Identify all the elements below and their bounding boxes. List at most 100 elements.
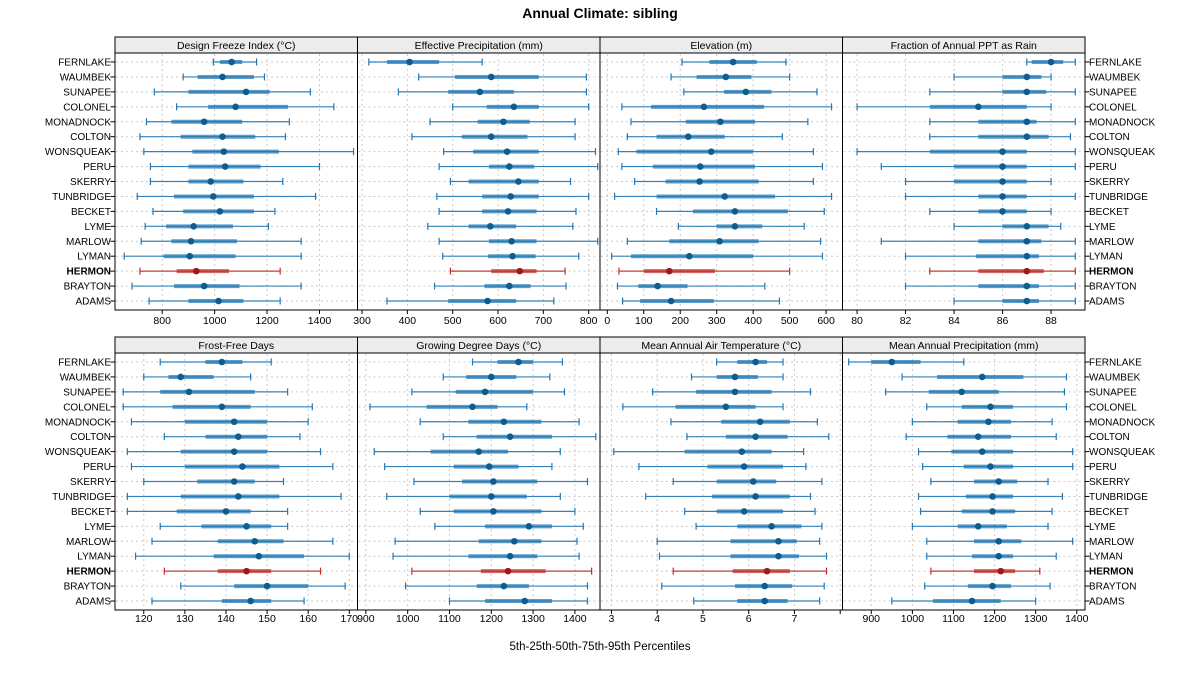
interval-row [926, 537, 1074, 545]
interval-row [645, 492, 812, 500]
interval-row [392, 552, 580, 560]
median-dot [775, 552, 782, 560]
interval-row [670, 418, 818, 426]
median-dot [995, 478, 1002, 485]
median-dot [239, 463, 246, 470]
x-tick-label: 86 [997, 315, 1009, 327]
median-dot [510, 537, 518, 545]
x-tick-label: 6 [746, 613, 752, 625]
x-tick-label: 300 [708, 315, 726, 327]
median-dot [475, 448, 483, 455]
site-label-right: SUNAPEE [1089, 387, 1137, 398]
chart-title: Annual Climate: sibling [522, 5, 678, 21]
median-dot [500, 118, 507, 126]
interval-row [386, 492, 561, 500]
site-label-right: WAUMBEK [1089, 372, 1141, 383]
x-tick-label: 140 [217, 613, 235, 625]
interval-row [145, 118, 290, 126]
interval-row [139, 267, 281, 275]
site-label-left: MONADNOCK [45, 417, 111, 428]
interval-row [930, 478, 1049, 485]
median-dot [200, 282, 208, 290]
x-tick-label: 1200 [983, 613, 1007, 625]
interval-row [953, 222, 1062, 230]
median-dot [481, 388, 489, 396]
panel: 900 1000 1100 1200 1300 1400 Mean Annual Preci… [842, 336, 1089, 625]
median-dot [510, 103, 518, 111]
interval-row [419, 418, 580, 426]
site-label-left: SKERRY [70, 177, 111, 188]
interval-row [448, 597, 589, 605]
median-dot [507, 193, 515, 200]
median-dot [700, 103, 708, 111]
site-label-right: FERNLAKE [1089, 58, 1142, 69]
median-dot [1023, 88, 1031, 96]
x-tick-label: 4 [654, 613, 660, 625]
interval-row [924, 582, 1051, 590]
median-dot [974, 523, 982, 530]
interval-row [929, 88, 1076, 96]
site-label-right: MARLOW [1089, 537, 1135, 548]
median-dot [731, 208, 739, 215]
panel: 0 100 200 300 400 500 600 Elevation (m) [599, 36, 843, 327]
interval-row [131, 282, 302, 290]
interval-row [652, 388, 812, 396]
interval-row [144, 222, 269, 230]
interval-row [904, 192, 1076, 200]
median-dot [487, 133, 495, 140]
interval-row [139, 133, 287, 141]
x-tick-label: 800 [580, 315, 598, 327]
median-dot [731, 373, 739, 381]
median-dot [232, 103, 239, 111]
interval-row [397, 88, 588, 96]
strip-title: Frost-Free Days [198, 340, 274, 352]
median-dot [729, 58, 737, 66]
interval-row [922, 463, 1074, 471]
interval-row [904, 252, 1076, 260]
interval-row [695, 522, 823, 530]
median-dot [989, 508, 996, 515]
interval-row [418, 73, 588, 81]
median-dot [487, 493, 495, 500]
median-dot [749, 478, 757, 485]
x-tick-label: 84 [948, 315, 960, 327]
interval-row [880, 163, 1076, 171]
site-label-right: MONADNOCK [1089, 417, 1155, 428]
median-dot [469, 403, 476, 411]
median-dot [1023, 73, 1031, 81]
interval-row [373, 448, 561, 456]
interval-row [443, 148, 597, 156]
site-label-right: WONSQUEAK [1089, 147, 1155, 158]
interval-row [929, 267, 1076, 275]
interval-row [911, 522, 1049, 530]
site-label-left: COLTON [70, 432, 111, 443]
interval-row [368, 58, 483, 66]
interval-row [438, 207, 577, 215]
interval-row [672, 478, 823, 485]
site-label-right: PERU [1089, 462, 1117, 473]
site-label-right: COLTON [1089, 132, 1130, 143]
median-dot [490, 478, 497, 485]
interval-row [413, 478, 589, 485]
interval-row [122, 403, 313, 411]
site-label-left: HERMON [67, 267, 111, 278]
x-tick-label: 88 [1045, 315, 1057, 327]
median-dot [756, 418, 764, 426]
median-dot [508, 237, 515, 245]
x-tick-label: 130 [176, 613, 194, 625]
interval-row [926, 552, 1057, 560]
interval-row [617, 148, 814, 156]
x-tick-label: 600 [489, 315, 507, 327]
x-tick-label: 900 [357, 613, 375, 625]
median-dot [219, 133, 226, 140]
median-dot [509, 252, 516, 260]
interval-row [449, 267, 566, 275]
interval-row [394, 537, 578, 545]
median-dot [487, 373, 495, 381]
median-dot [263, 582, 271, 590]
panel: 900 1000 1100 1200 1300 1400 Growing Degree Da… [357, 336, 601, 625]
median-dot [999, 178, 1006, 185]
interval-row [134, 552, 350, 560]
median-dot [1023, 297, 1031, 305]
